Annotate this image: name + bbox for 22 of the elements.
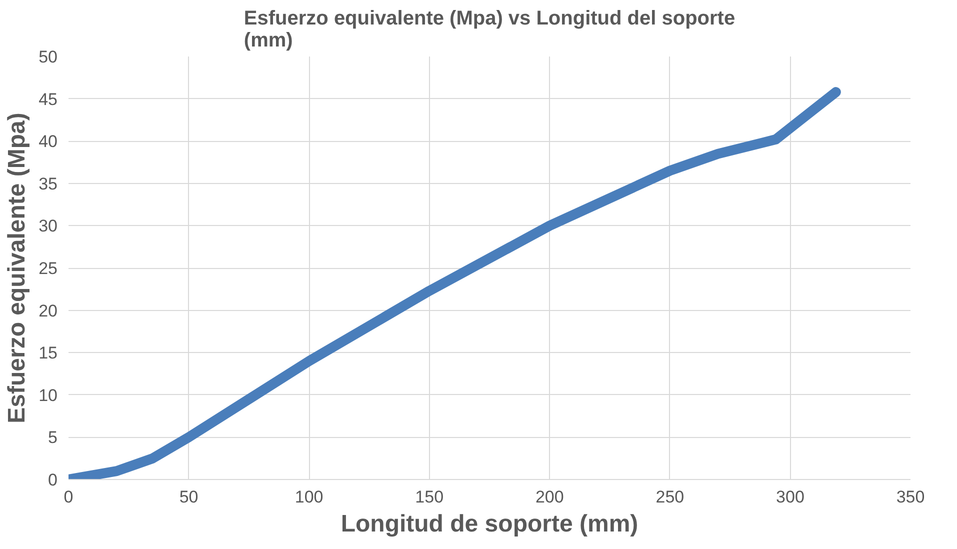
y-tick-label: 30 — [38, 216, 58, 236]
x-tick-label: 50 — [179, 488, 198, 506]
x-tick-label: 100 — [294, 488, 324, 506]
chart-title: Esfuerzo equivalente (Mpa) vs Longitud del soporte (mm) — [244, 8, 736, 52]
x-tick-label: 300 — [776, 488, 804, 506]
x-tick-label: 200 — [535, 488, 564, 506]
y-tick-label: 35 — [38, 174, 58, 194]
y-tick-label: 0 — [48, 470, 58, 490]
y-tick-label: 50 — [38, 48, 58, 66]
y-tick-label: 25 — [38, 259, 58, 278]
x-tick-label: 150 — [415, 488, 444, 506]
y-tick-label: 15 — [38, 344, 58, 363]
x-tick-label: 0 — [64, 488, 74, 506]
y-tick-label: 20 — [38, 301, 58, 320]
y-tick-label: 40 — [38, 132, 58, 152]
y-axis-title: Esfuerzo equivalente (Mpa) — [4, 112, 31, 424]
x-tick-label: 250 — [656, 488, 684, 506]
y-tick-label: 5 — [48, 428, 58, 448]
y-tick-label: 10 — [38, 386, 58, 405]
x-axis-title: Longitud de soporte (mm) — [340, 510, 638, 538]
y-tick-label: 45 — [38, 90, 58, 109]
x-tick-label: 350 — [896, 488, 925, 506]
